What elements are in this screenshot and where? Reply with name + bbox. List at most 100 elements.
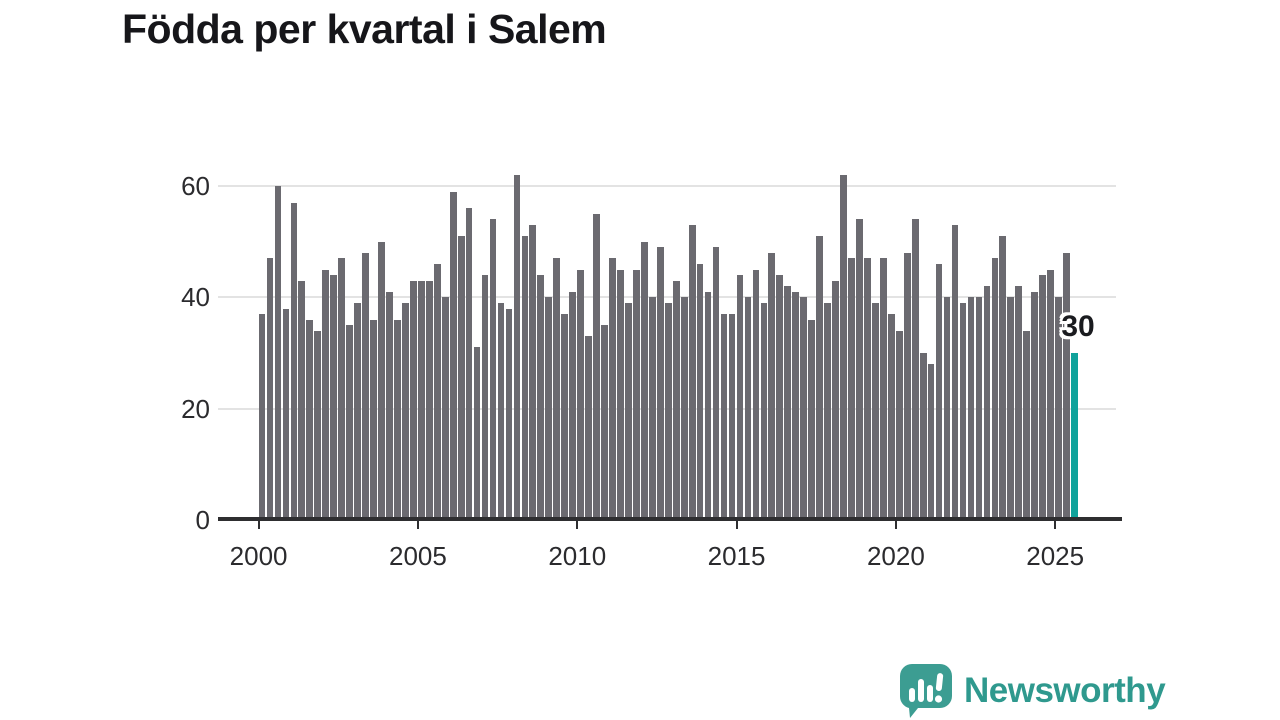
bar: [816, 236, 823, 519]
bar: [672, 280, 680, 519]
bar: [433, 263, 441, 519]
bar: [609, 258, 616, 519]
x-tick-mark: [1054, 520, 1057, 529]
bar: [633, 269, 640, 519]
bar: [951, 225, 959, 519]
bar: [696, 263, 704, 519]
bar: [864, 258, 871, 519]
bar: [887, 314, 895, 519]
x-axis-label: 2015: [707, 541, 766, 571]
bar: [561, 314, 569, 519]
bar: [656, 247, 664, 519]
bar: [720, 314, 728, 519]
bar: [473, 347, 481, 519]
x-axis-label: 2000: [229, 541, 288, 571]
bar: [935, 263, 943, 519]
bar: [298, 280, 306, 519]
bar: [776, 275, 784, 519]
bar: [760, 302, 768, 519]
bar: [625, 302, 632, 519]
bar: [688, 225, 696, 519]
bar: [959, 302, 967, 519]
bar: [417, 280, 425, 519]
bar: [306, 319, 314, 519]
bar: [704, 291, 712, 519]
bar: [593, 213, 600, 519]
bar: [457, 236, 465, 519]
bar: [983, 286, 991, 519]
newsworthy-wordmark: Newsworthy: [964, 671, 1166, 710]
x-axis-label: 2010: [548, 541, 607, 571]
bar: [537, 275, 545, 519]
bar: [449, 191, 457, 519]
bar-highlight-2025q3: [1071, 353, 1078, 519]
bar: [879, 258, 887, 519]
logo-exclamation-line: [935, 673, 944, 692]
x-tick-mark: [257, 520, 260, 529]
bar: [481, 275, 489, 519]
bar: [648, 297, 656, 519]
highlight-value-label: 30: [1061, 310, 1095, 343]
bar: [872, 302, 879, 519]
newsworthy-icon: [900, 664, 952, 718]
bar: [274, 186, 282, 519]
bar: [362, 252, 369, 519]
bar: [354, 302, 361, 519]
bar: [569, 291, 577, 519]
bar: [752, 269, 760, 519]
bar: [856, 219, 863, 519]
bar: [641, 241, 648, 519]
bar: [529, 225, 537, 519]
bar: [927, 364, 935, 519]
bar: [489, 219, 497, 519]
logo-exclamation-dot: [934, 695, 943, 703]
bar: [370, 319, 377, 519]
bar: [425, 280, 433, 519]
logo-bar-2: [918, 679, 924, 702]
bar: [1047, 269, 1054, 519]
bar: [911, 219, 919, 519]
bar: [441, 297, 449, 519]
bar: [728, 314, 736, 519]
bar: [1039, 275, 1047, 519]
bar: [521, 236, 529, 519]
x-tick-mark: [735, 520, 738, 529]
y-axis-label: 0: [195, 505, 210, 535]
bar: [943, 297, 951, 519]
bar: [808, 319, 816, 519]
bar: [378, 241, 385, 519]
bar: [258, 314, 266, 519]
bar: [322, 269, 330, 519]
bar: [585, 336, 592, 519]
x-tick-mark: [894, 520, 897, 529]
bar: [410, 280, 417, 519]
bar: [553, 258, 561, 519]
logo-bar-3: [927, 685, 933, 702]
bar: [784, 286, 792, 519]
bar: [386, 291, 393, 519]
bar: [545, 297, 553, 519]
y-axis-label: 60: [181, 170, 210, 201]
bar: [513, 174, 521, 519]
x-axis-label: 2020: [866, 541, 925, 571]
bar: [1023, 330, 1031, 519]
bar: [1007, 297, 1015, 519]
x-tick-mark: [416, 520, 419, 529]
gridline-y40: [218, 296, 1116, 299]
bar: [601, 325, 608, 519]
bar: [975, 297, 983, 519]
bar: [577, 269, 584, 519]
x-axis-label: 2005: [388, 541, 447, 571]
x-axis-line: [218, 517, 1122, 521]
bar: [848, 258, 855, 519]
bar: [1055, 297, 1062, 519]
x-axis-label: 2025: [1026, 541, 1085, 571]
bar: [465, 208, 473, 519]
y-axis-label: 20: [181, 393, 210, 424]
bar: [290, 202, 298, 519]
x-tick-mark: [576, 520, 579, 529]
bar: [824, 302, 831, 519]
bar: [999, 236, 1007, 519]
bar: [1015, 286, 1023, 519]
